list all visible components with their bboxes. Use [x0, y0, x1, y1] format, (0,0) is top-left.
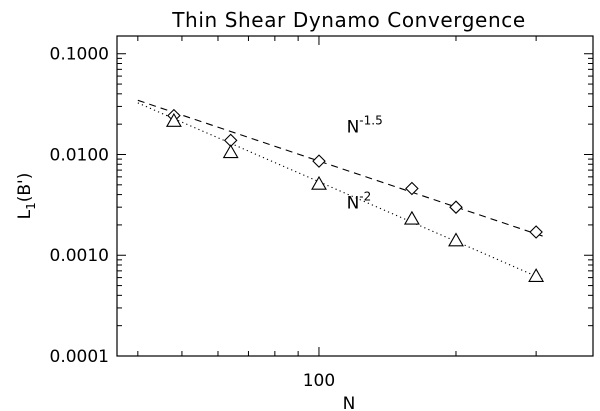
slope-annotation: N-1.5 — [347, 114, 383, 138]
triangle-marker — [311, 175, 327, 190]
diamond-marker — [449, 200, 463, 214]
slope-annotation-exponent: -2 — [359, 190, 371, 204]
annotations: N-1.5N-2 — [347, 114, 383, 214]
triangle-marker — [222, 144, 239, 159]
y-tick-label: 0.0010 — [50, 246, 109, 266]
diamond-marker — [529, 225, 543, 239]
slope-annotation-base: N — [347, 118, 360, 138]
axes: 0.1000 0.0100 0.0010 0.0001 100 — [50, 36, 594, 391]
plot-frame — [116, 35, 594, 357]
dotted-fit-line — [137, 102, 543, 280]
diamond-marker — [405, 181, 419, 196]
chart-title: Thin Shear Dynamo Convergence — [171, 8, 526, 32]
y-tick-label: 0.0001 — [50, 347, 109, 367]
y-axis-label-base: L — [15, 209, 35, 219]
fit-lines — [137, 99, 543, 280]
slope-annotation-exponent: -1.5 — [359, 114, 382, 128]
triangle-marker — [528, 268, 545, 282]
y-axis-label-subscript: 1 — [24, 202, 38, 210]
triangle-marker — [403, 210, 420, 225]
diamond-marker — [312, 154, 326, 168]
x-axis-label: N — [343, 394, 356, 411]
triangle-marker — [165, 112, 182, 127]
dashed-fit-line — [137, 99, 543, 237]
data-markers — [165, 108, 545, 282]
triangle-marker — [448, 232, 464, 247]
y-axis-label-argument: (B') — [15, 173, 35, 203]
y-tick-label: 0.0100 — [50, 145, 109, 165]
slope-annotation-base: N — [347, 194, 360, 214]
y-tick-label: 0.1000 — [50, 45, 109, 65]
x-tick-label: 100 — [303, 371, 335, 391]
y-axis-label: L1(B') — [15, 173, 38, 220]
slope-annotation: N-2 — [347, 190, 372, 214]
